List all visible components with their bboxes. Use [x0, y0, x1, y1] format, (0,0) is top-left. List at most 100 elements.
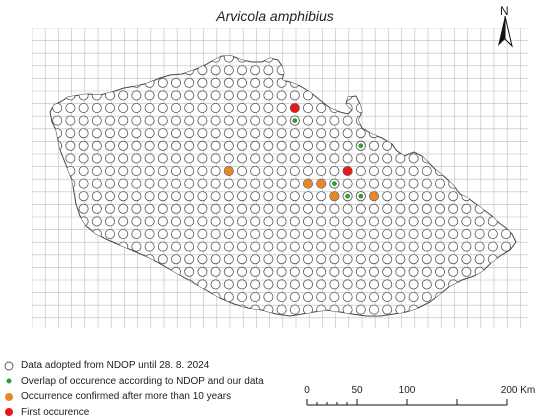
ndop-record-circle — [487, 266, 498, 277]
ndop-record-circle — [236, 216, 247, 227]
ndop-record-circle — [342, 254, 353, 265]
ndop-record-circle — [184, 254, 195, 265]
ndop-record-circle — [78, 140, 89, 151]
ndop-record-circle — [342, 153, 353, 164]
ndop-record-circle — [408, 178, 419, 189]
ndop-record-circle — [105, 115, 116, 126]
ndop-record-circle — [434, 65, 445, 76]
ndop-record-circle — [382, 241, 393, 252]
ndop-record-circle — [302, 203, 313, 214]
ndop-record-circle — [276, 90, 287, 101]
ndop-record-circle — [276, 203, 287, 214]
ndop-record-circle — [500, 228, 511, 239]
ndop-record-circle — [39, 305, 48, 314]
ndop-record-circle — [210, 103, 221, 114]
ndop-record-circle — [474, 153, 485, 164]
ndop-record-circle — [52, 254, 63, 265]
ndop-record-circle — [52, 90, 63, 101]
ndop-record-circle — [250, 191, 261, 202]
ndop-record-circle — [131, 191, 142, 202]
ndop-record-circle — [395, 266, 406, 277]
ndop-record-circle — [302, 291, 313, 302]
ndop-record-circle — [487, 304, 498, 315]
ndop-record-circle — [223, 65, 234, 76]
ndop-record-circle — [395, 279, 406, 290]
ndop-record-circle — [302, 128, 313, 139]
ndop-record-circle — [316, 140, 327, 151]
ndop-record-circle — [368, 56, 379, 63]
ndop-record-circle — [342, 90, 353, 101]
ndop-record-circle — [105, 228, 116, 239]
ndop-record-circle — [210, 115, 221, 126]
ndop-record-circle — [342, 77, 353, 88]
ndop-record-circle — [91, 140, 102, 151]
overlap-occurrence-marker — [355, 191, 366, 202]
ndop-record-circle — [421, 90, 432, 101]
ndop-record-circle — [302, 140, 313, 151]
ndop-record-circle — [236, 90, 247, 101]
ndop-record-circle — [92, 40, 101, 49]
ndop-record-circle — [316, 304, 327, 315]
ndop-record-circle — [461, 203, 472, 214]
ndop-record-circle — [144, 254, 155, 265]
ndop-record-circle — [184, 103, 195, 114]
ndop-record-circle — [395, 191, 406, 202]
ndop-record-circle — [91, 128, 102, 139]
ndop-record-circle — [500, 90, 511, 101]
confirmed-occurrence-marker — [316, 179, 326, 189]
ndop-record-circle — [461, 178, 472, 189]
ndop-record-circle — [105, 279, 116, 290]
ndop-record-circle — [144, 266, 155, 277]
ndop-record-circle — [39, 192, 48, 201]
ndop-record-circle — [131, 128, 142, 139]
ndop-record-circle — [184, 266, 195, 277]
ndop-record-circle — [277, 40, 286, 49]
ndop-record-circle — [170, 216, 181, 227]
ndop-record-circle — [197, 178, 208, 189]
ndop-record-circle — [118, 128, 129, 139]
ndop-record-circle — [236, 77, 247, 88]
ndop-record-circle — [157, 279, 168, 290]
ndop-record-circle — [500, 165, 511, 176]
ndop-record-circle — [368, 203, 379, 214]
ndop-record-circle — [316, 216, 327, 227]
ndop-record-circle — [197, 279, 208, 290]
ndop-record-circle — [329, 241, 340, 252]
ndop-record-circle — [52, 241, 63, 252]
ndop-record-circle — [78, 254, 89, 265]
ndop-record-circle — [395, 153, 406, 164]
ndop-record-circle — [197, 228, 208, 239]
ndop-record-circle — [118, 153, 129, 164]
ndop-record-circle — [131, 203, 142, 214]
ndop-record-circle — [53, 40, 62, 49]
ndop-record-circle — [118, 65, 129, 76]
ndop-record-circle — [157, 140, 168, 151]
ndop-record-circle — [118, 77, 129, 88]
ndop-record-circle — [276, 165, 287, 176]
ndop-record-circle — [105, 40, 114, 49]
ndop-record-circle — [223, 115, 234, 126]
ndop-record-circle — [78, 165, 89, 176]
ndop-record-circle — [157, 216, 168, 227]
ndop-record-circle — [316, 291, 327, 302]
map-title: Arvicola amphibius — [216, 8, 334, 24]
ndop-record-circle — [197, 65, 208, 76]
ndop-record-circle — [421, 165, 432, 176]
ndop-record-circle — [342, 279, 353, 290]
ndop-record-circle — [157, 241, 168, 252]
ndop-record-circle — [487, 191, 498, 202]
ndop-record-circle — [170, 191, 181, 202]
ndop-record-circle — [39, 280, 48, 289]
ndop-record-circle — [316, 153, 327, 164]
ndop-record-circle — [342, 103, 353, 114]
ndop-record-circle — [250, 65, 261, 76]
ndop-record-circle — [421, 228, 432, 239]
ndop-record-circle — [39, 242, 48, 251]
ndop-record-circle — [131, 241, 142, 252]
ndop-record-circle — [52, 165, 63, 176]
ndop-record-circle — [382, 254, 393, 265]
ndop-record-circle — [368, 266, 379, 277]
ndop-record-circle — [329, 254, 340, 265]
ndop-record-circle — [316, 115, 327, 126]
ndop-record-circle — [250, 178, 261, 189]
